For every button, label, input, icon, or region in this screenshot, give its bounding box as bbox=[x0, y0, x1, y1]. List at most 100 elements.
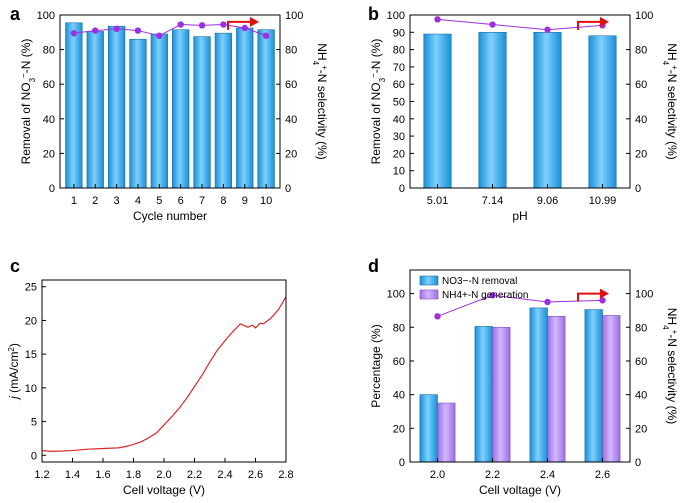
panel-a-selectivity-point bbox=[262, 32, 270, 39]
panel-a-ytick-right-label: 20 bbox=[285, 148, 297, 160]
panel-a-xtick-label: 9 bbox=[242, 195, 248, 207]
panel-d-selectivity-line bbox=[437, 294, 603, 317]
panel-d-ytick-label: 20 bbox=[393, 423, 405, 435]
panel-c-ytick-label: 5 bbox=[31, 417, 37, 429]
panel-d-ytick-right-label: 100 bbox=[635, 289, 653, 301]
panel-b-ylabel-part: 3 bbox=[378, 77, 387, 82]
panel-b-selectivity-point bbox=[489, 21, 496, 28]
panel-c-ytick-label: 20 bbox=[25, 315, 37, 327]
panel-b-ytick-label: 50 bbox=[393, 97, 405, 109]
panel-a-selectivity-point bbox=[134, 27, 142, 34]
panel-d-xtick-label: 2.2 bbox=[485, 469, 500, 481]
panel-b-bar bbox=[588, 35, 617, 189]
panel-d-ylabel-right-part: -N selectivity (%) bbox=[665, 334, 679, 424]
panel-d-xtick-label: 2.0 bbox=[430, 469, 445, 481]
panel-d-bar bbox=[547, 316, 566, 463]
panel-d-xtick-label: 2.6 bbox=[595, 469, 610, 481]
panel-a-bar bbox=[172, 29, 190, 189]
panel-a-xtick-label: 10 bbox=[260, 195, 272, 207]
panel-b-xtick-label: 5.01 bbox=[427, 195, 448, 207]
panel-a-selectivity-point bbox=[220, 21, 227, 28]
panel-a-ytick-right-label: 100 bbox=[285, 10, 303, 22]
panel-b-ytick-right-label: 100 bbox=[635, 10, 653, 22]
panel-a-selectivity-point bbox=[177, 21, 184, 28]
panel-a-bar bbox=[129, 38, 147, 189]
panel-b-ytick-right-label: 40 bbox=[635, 114, 647, 126]
panel-a-ylabel-part: NO bbox=[19, 82, 33, 100]
panel-d-ytick-right-label: 60 bbox=[635, 356, 647, 368]
panel-d-ytick-label: 60 bbox=[393, 356, 405, 368]
panel-d-bar bbox=[474, 326, 493, 463]
panel-b-ytick-right-label: 80 bbox=[635, 45, 647, 57]
panel-a-xtick-label: 4 bbox=[135, 195, 141, 207]
panel-c-ylabel-part: j bbox=[7, 396, 21, 401]
panel-d-letter: d bbox=[368, 256, 379, 276]
panel-b-ytick-right-label: 20 bbox=[635, 148, 647, 160]
panel-a-xlabel: Cycle number bbox=[133, 209, 207, 223]
panel-b-arrow-head-icon bbox=[600, 16, 609, 27]
panel-c-xtick-label: 1.6 bbox=[95, 469, 110, 481]
panel-c: 1.2 1.4 1.6 1.8 2.0 2.2 2.4 2.6 2.8 0 5 10 15 20 25 Cel… bbox=[7, 256, 294, 497]
panel-d-ytick-label: 100 bbox=[387, 289, 405, 301]
panel-c-ytick-label: 10 bbox=[25, 383, 37, 395]
panel-d-bar bbox=[437, 402, 456, 463]
panel-a-ylabel-right-part: -N selectivity (%) bbox=[315, 70, 329, 160]
panel-a-bar bbox=[65, 22, 83, 189]
panel-c-xlabel: Cell voltage (V) bbox=[123, 483, 205, 497]
panel-b-ylabel-part: Removal of bbox=[369, 100, 383, 164]
panel-b-selectivity-line bbox=[437, 18, 603, 31]
panel-a-bar bbox=[257, 29, 275, 189]
panel-d: 2.0 2.2 2.4 2.6 0 20 40 60 80 100 0 20 40 60 80 100 Cell… bbox=[368, 256, 680, 497]
panel-a-bar bbox=[86, 31, 104, 189]
panel-b-ytick-label: 20 bbox=[393, 148, 405, 160]
panel-b-ytick-label: 30 bbox=[393, 131, 405, 143]
panel-d-bar bbox=[602, 315, 621, 463]
panel-a-ytick-right-label: 0 bbox=[285, 183, 291, 195]
panel-a-ytick-right-label: 80 bbox=[285, 45, 297, 57]
panel-b-xtick-label: 7.14 bbox=[482, 195, 503, 207]
panel-b-ytick-label: 40 bbox=[393, 114, 405, 126]
panel-a-xtick-label: 7 bbox=[199, 195, 205, 207]
panel-a-bar bbox=[193, 36, 211, 189]
panel-b-ytick-right-label: 60 bbox=[635, 79, 647, 91]
panel-b-ylabel-part: NO bbox=[369, 82, 383, 100]
panel-c-xtick-label: 2.4 bbox=[217, 469, 232, 481]
panel-c-xtick-label: 1.8 bbox=[126, 469, 141, 481]
panel-b: 5.01 7.14 9.06 10.99 0 10 20 30 40 50 60 70 80 90 100 0… bbox=[368, 4, 680, 223]
panel-a-ylabel-right-part: + bbox=[321, 65, 330, 70]
panel-a-selectivity-point bbox=[241, 24, 248, 32]
panel-d-arrow-icon bbox=[577, 292, 600, 302]
panel-a-bar bbox=[150, 33, 168, 189]
panel-a-selectivity-point bbox=[92, 27, 99, 34]
panel-b-xtick-label: 10.99 bbox=[589, 195, 617, 207]
panel-a-ylabel-right-part: 4 bbox=[312, 61, 321, 66]
panel-b-ylabel-right-part: NH bbox=[665, 43, 679, 60]
panel-b-ylabel: Removal of NO3−-N (%) bbox=[369, 39, 387, 165]
panel-b-ylabel-right-part: -N selectivity (%) bbox=[665, 70, 679, 160]
panel-d-plot-frame bbox=[409, 269, 631, 463]
panel-c-letter: c bbox=[10, 256, 20, 276]
panel-d-selectivity-point bbox=[544, 298, 551, 306]
panel-d-arrow-head-icon bbox=[600, 288, 609, 299]
panel-d-ylabel-right-part: + bbox=[671, 330, 680, 335]
panel-b-ytick-label: 80 bbox=[393, 45, 405, 57]
panel-b-ylabel-right-part: 4 bbox=[662, 61, 671, 66]
panel-b-ytick-label: 100 bbox=[387, 10, 405, 22]
panel-b-xlabel: pH bbox=[512, 209, 527, 223]
panel-b-ytick-label: 90 bbox=[393, 27, 405, 39]
panel-c-ytick-label: 25 bbox=[25, 282, 37, 294]
panel-d-bar bbox=[492, 326, 511, 463]
panel-d-legend-label: NH4+-N generation bbox=[442, 290, 528, 301]
panel-d-ytick-right-label: 20 bbox=[635, 423, 647, 435]
panel-a-ylabel: Removal of NO3−-N (%) bbox=[19, 39, 37, 165]
panel-d-ylabel-right: NH4+-N selectivity (%) bbox=[662, 308, 680, 424]
panel-a-bar bbox=[107, 25, 126, 189]
panel-d-ytick-label: 0 bbox=[399, 457, 405, 469]
panel-d-xlabel: Cell voltage (V) bbox=[479, 483, 561, 497]
panel-a-letter: a bbox=[10, 4, 21, 24]
panel-d-selectivity-point bbox=[599, 297, 606, 304]
panel-b-ylabel-right: NH4+-N selectivity (%) bbox=[662, 43, 680, 159]
panel-b-arrow-icon bbox=[577, 20, 600, 30]
panel-a-arrow-icon bbox=[227, 20, 250, 30]
